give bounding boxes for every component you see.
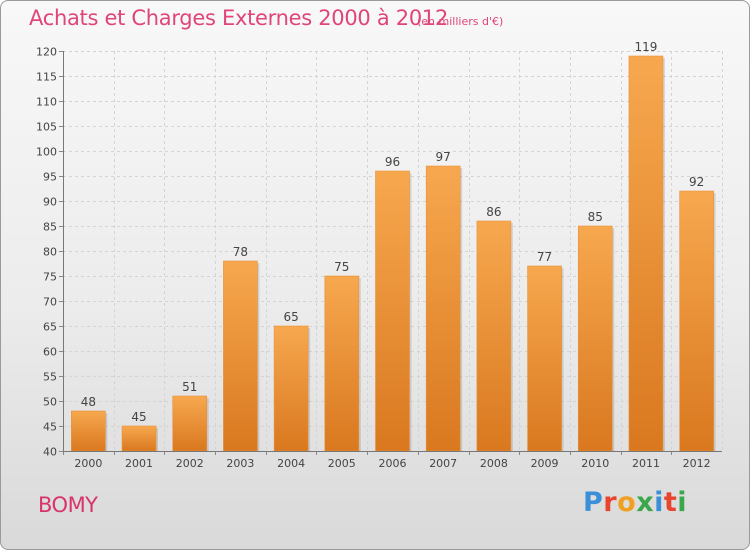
- data-label: 45: [131, 410, 146, 424]
- logo-letter: i: [677, 487, 688, 518]
- data-label: 51: [182, 380, 197, 394]
- data-label: 75: [334, 260, 349, 274]
- data-label: 86: [486, 205, 501, 219]
- x-tick-label: 2001: [125, 457, 153, 470]
- bar: [324, 275, 360, 452]
- bar: [375, 170, 410, 452]
- y-tick-label: 60: [43, 346, 57, 359]
- proxiti-logo: Proxiti: [583, 487, 687, 518]
- data-label: 96: [385, 155, 400, 169]
- y-tick-label: 75: [43, 271, 57, 284]
- y-tick-label: 85: [43, 221, 57, 234]
- x-tick-label: 2006: [379, 457, 407, 470]
- data-label: 119: [635, 40, 658, 54]
- y-tick-label: 120: [36, 46, 57, 59]
- y-tick-label: 50: [43, 396, 57, 409]
- x-tick-label: 2012: [683, 457, 711, 470]
- y-tick-label: 110: [36, 96, 57, 109]
- data-label: 97: [436, 150, 451, 164]
- logo-letter: r: [603, 487, 618, 518]
- y-tick-label: 95: [43, 171, 57, 184]
- x-tick-label: 2008: [480, 457, 508, 470]
- y-tick-label: 55: [43, 371, 57, 384]
- x-tick-label: 2011: [632, 457, 660, 470]
- x-tick-label: 2009: [531, 457, 559, 470]
- y-tick-label: 105: [36, 121, 57, 134]
- x-tick-label: 2010: [581, 457, 609, 470]
- data-label: 78: [233, 245, 248, 259]
- x-tick-label: 2000: [74, 457, 102, 470]
- bar: [628, 55, 664, 452]
- bar: [577, 225, 613, 452]
- chart-subtitle: (en milliers d'€): [417, 15, 504, 28]
- logo-letter: t: [663, 487, 678, 518]
- bar: [679, 190, 714, 452]
- bar: [71, 410, 106, 452]
- logo-letter: o: [617, 487, 637, 518]
- place-name: BOMY: [38, 493, 98, 517]
- x-tick-label: 2004: [277, 457, 305, 470]
- y-tick-label: 100: [36, 146, 57, 159]
- data-label: 65: [283, 310, 298, 324]
- x-tick-label: 2002: [176, 457, 204, 470]
- bar: [223, 260, 258, 452]
- bar: [425, 165, 461, 452]
- data-label: 77: [537, 250, 552, 264]
- y-tick-label: 65: [43, 321, 57, 334]
- y-tick-label: 70: [43, 296, 57, 309]
- x-tick-label: 2003: [226, 457, 254, 470]
- data-label: 48: [81, 395, 96, 409]
- x-tick-label: 2007: [429, 457, 457, 470]
- bar: [121, 425, 157, 452]
- y-tick-label: 40: [43, 446, 57, 459]
- logo-letter: i: [654, 487, 664, 518]
- y-tick-label: 45: [43, 421, 57, 434]
- bar: [172, 395, 208, 452]
- bar: [476, 220, 512, 452]
- logo-letter: P: [583, 487, 604, 518]
- logo-letter: x: [636, 487, 655, 518]
- y-tick-label: 80: [43, 246, 57, 259]
- bar: [527, 265, 562, 452]
- data-label: 85: [588, 210, 603, 224]
- data-label: 92: [689, 175, 704, 189]
- x-tick-label: 2005: [328, 457, 356, 470]
- y-tick-label: 90: [43, 196, 57, 209]
- y-tick-label: 115: [36, 71, 57, 84]
- bar: [273, 325, 309, 452]
- chart-title: Achats et Charges Externes 2000 à 2012: [29, 6, 449, 30]
